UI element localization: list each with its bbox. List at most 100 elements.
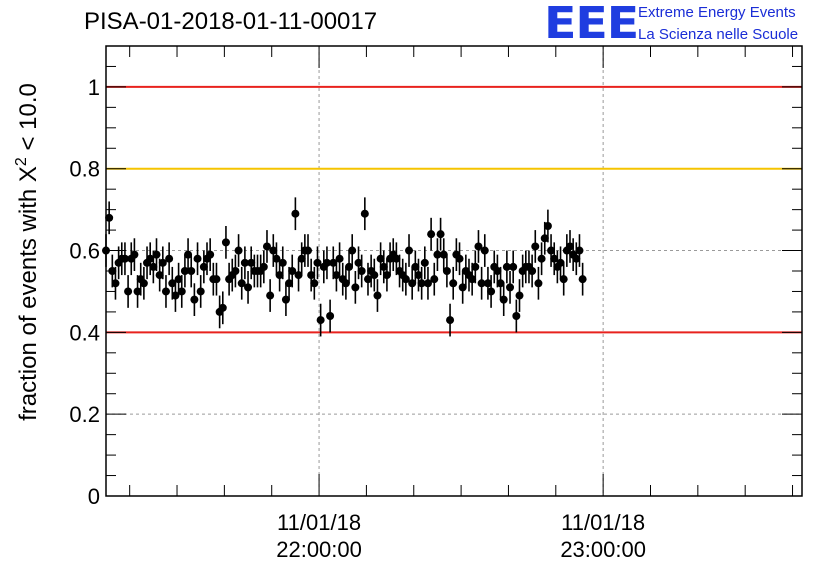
data-point: [417, 266, 426, 300]
data-point: [152, 238, 161, 271]
data-point: [370, 258, 379, 292]
point-marker: [446, 316, 455, 325]
data-point: [190, 283, 199, 316]
data-point: [212, 262, 221, 296]
point-marker: [341, 279, 350, 288]
y-tick-label: 0.6: [69, 239, 100, 264]
point-marker: [285, 279, 294, 288]
point-marker: [550, 254, 559, 263]
data-point: [184, 238, 193, 271]
data-point: [477, 266, 486, 300]
point-marker: [237, 279, 246, 288]
point-marker: [247, 258, 256, 267]
data-point: [307, 258, 316, 292]
data-point: [187, 254, 196, 288]
point-marker: [272, 254, 281, 263]
data-point: [382, 258, 391, 292]
data-point: [326, 299, 335, 333]
data-point: [499, 283, 508, 316]
point-marker: [206, 250, 215, 259]
point-marker: [411, 262, 420, 271]
data-point: [502, 250, 511, 284]
point-marker: [439, 250, 448, 259]
point-marker: [313, 258, 322, 267]
point-marker: [572, 254, 581, 263]
point-marker: [468, 275, 477, 284]
point-marker: [345, 262, 354, 271]
data-point: [345, 250, 354, 284]
data-point: [458, 271, 467, 304]
data-point: [206, 238, 215, 271]
point-marker: [335, 254, 344, 263]
point-marker: [304, 246, 313, 255]
point-marker: [105, 213, 114, 222]
point-marker: [534, 279, 543, 288]
point-marker: [348, 246, 357, 255]
point-marker: [433, 250, 442, 259]
data-point: [161, 275, 170, 308]
point-marker: [294, 271, 303, 280]
point-marker: [161, 287, 170, 296]
data-point: [348, 234, 357, 267]
point-marker: [376, 254, 385, 263]
point-marker: [262, 242, 271, 251]
data-point: [231, 254, 240, 288]
data-point: [446, 303, 455, 337]
point-marker: [575, 246, 584, 255]
data-point: [471, 250, 480, 284]
point-marker: [512, 312, 521, 320]
point-marker: [543, 222, 552, 230]
data-points: [102, 197, 587, 337]
data-point: [281, 283, 290, 316]
data-point: [335, 242, 344, 276]
point-marker: [537, 254, 546, 263]
data-point: [262, 230, 271, 263]
data-point: [528, 254, 537, 288]
data-point: [531, 230, 540, 263]
point-marker: [458, 283, 467, 292]
data-point: [474, 230, 483, 263]
point-marker: [354, 258, 363, 267]
point-marker: [483, 279, 492, 288]
point-marker: [449, 279, 458, 288]
data-point: [509, 250, 518, 284]
data-point: [130, 238, 139, 271]
point-marker: [187, 267, 196, 275]
data-point: [559, 262, 568, 296]
data-point: [297, 242, 306, 276]
data-point: [171, 279, 180, 312]
data-point: [379, 250, 388, 284]
point-marker: [370, 271, 379, 280]
data-point: [360, 197, 369, 231]
x-tick-label-time: 22:00:00: [276, 537, 362, 562]
data-point: [259, 250, 268, 284]
data-point: [354, 246, 363, 280]
x-tick-label-date: 11/01/18: [277, 510, 361, 535]
point-marker: [493, 267, 502, 275]
point-marker: [158, 258, 167, 267]
y-tick-label: 0.8: [69, 157, 100, 182]
point-marker: [496, 279, 505, 288]
point-marker: [281, 295, 290, 304]
data-point: [363, 262, 372, 296]
data-point: [304, 234, 313, 267]
data-point: [180, 254, 189, 288]
data-point: [111, 266, 120, 300]
point-marker: [566, 242, 574, 251]
point-marker: [297, 254, 306, 263]
point-marker: [351, 283, 360, 292]
point-marker: [502, 262, 511, 271]
data-point: [316, 303, 325, 337]
data-point: [427, 217, 436, 251]
point-marker: [310, 279, 319, 288]
data-point: [578, 262, 587, 296]
point-marker: [190, 295, 199, 304]
point-marker: [155, 271, 164, 280]
point-marker: [528, 267, 537, 275]
point-marker: [480, 246, 489, 255]
point-marker: [392, 254, 401, 263]
data-point: [234, 234, 243, 267]
point-marker: [547, 246, 556, 255]
data-point: [218, 291, 227, 325]
